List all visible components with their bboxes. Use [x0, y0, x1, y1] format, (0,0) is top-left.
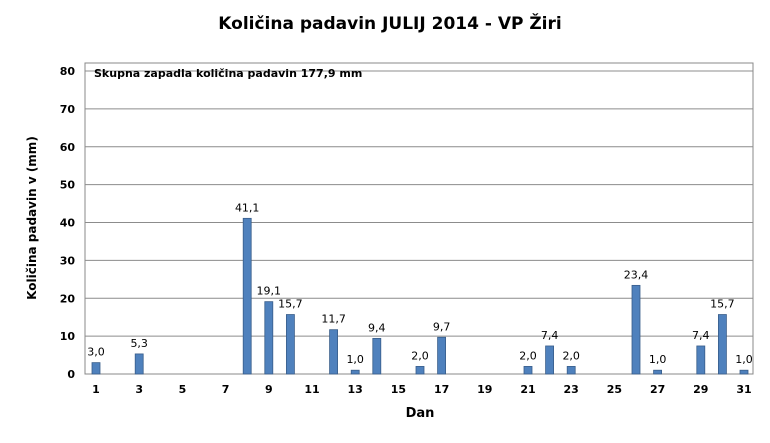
bar-day-26 — [631, 284, 641, 375]
x-tick-label: 15 — [391, 383, 406, 396]
x-tick-label: 21 — [520, 383, 535, 396]
data-label: 2,0 — [562, 349, 580, 362]
x-tick-label: 13 — [348, 383, 363, 396]
data-label: 23,4 — [624, 268, 649, 281]
bar-day-12 — [329, 329, 339, 375]
bar-day-29 — [696, 345, 706, 375]
bar-day-30 — [718, 314, 727, 375]
bar-day-3 — [134, 353, 144, 375]
data-label: 2,0 — [519, 349, 537, 362]
data-label: 2,0 — [411, 349, 429, 362]
x-tick-label: 25 — [607, 383, 622, 396]
x-tick-label: 17 — [434, 383, 449, 396]
bar-day-23 — [566, 366, 576, 375]
data-label: 1,0 — [735, 353, 753, 366]
x-tick-label: 31 — [736, 383, 751, 396]
bar-day-9 — [264, 301, 274, 375]
x-tick-label: 7 — [222, 383, 230, 396]
bar-day-21 — [523, 366, 533, 375]
y-tick-label: 10 — [60, 330, 76, 343]
data-label: 9,7 — [433, 320, 451, 333]
bar-day-17 — [437, 336, 447, 375]
data-label: 41,1 — [235, 201, 260, 214]
y-axis-label: Količina padavin v (mm) — [25, 136, 39, 300]
bar-day-31 — [739, 369, 749, 375]
x-tick-label: 11 — [304, 383, 319, 396]
y-tick-label: 50 — [60, 179, 76, 192]
plot-area — [84, 62, 754, 375]
data-label: 7,4 — [692, 329, 710, 342]
x-axis-label: Dan — [406, 406, 435, 421]
bar-day-1 — [91, 362, 101, 375]
bar-day-22 — [545, 345, 554, 375]
x-tick-label: 29 — [693, 383, 708, 396]
bar-day-13 — [350, 369, 360, 375]
y-tick-label: 80 — [60, 65, 76, 78]
y-tick-label: 60 — [60, 141, 76, 154]
x-tick-label: 19 — [477, 383, 492, 396]
y-tick-label: 20 — [60, 292, 76, 305]
data-label: 15,7 — [710, 298, 735, 311]
bar-day-10 — [285, 314, 295, 375]
data-label: 19,1 — [257, 285, 282, 298]
y-tick-label: 0 — [67, 368, 75, 381]
bar-day-27 — [653, 369, 662, 375]
data-label: 11,7 — [321, 313, 346, 326]
x-tick-label: 9 — [265, 383, 273, 396]
data-label: 15,7 — [278, 298, 303, 311]
data-label: 1,0 — [346, 353, 364, 366]
data-label: 9,4 — [368, 321, 386, 334]
x-tick-label: 1 — [92, 383, 100, 396]
x-tick-label: 3 — [135, 383, 143, 396]
x-tick-label: 23 — [564, 383, 579, 396]
data-label: 5,3 — [130, 337, 148, 350]
data-label: 1,0 — [649, 353, 667, 366]
x-tick-label: 27 — [650, 383, 665, 396]
bar-day-16 — [415, 366, 425, 375]
bar-day-14 — [372, 337, 382, 375]
annotation-total: Skupna zapadla količina padavin 177,9 mm — [94, 67, 362, 80]
y-tick-label: 30 — [60, 254, 76, 267]
y-tick-label: 70 — [60, 103, 76, 116]
y-tick-label: 40 — [60, 217, 76, 230]
bar-day-8 — [242, 217, 252, 375]
x-tick-label: 5 — [179, 383, 187, 396]
data-label: 3,0 — [87, 346, 105, 359]
chart-title: Količina padavin JULIJ 2014 - VP Žiri — [218, 12, 561, 34]
data-label: 7,4 — [541, 329, 559, 342]
